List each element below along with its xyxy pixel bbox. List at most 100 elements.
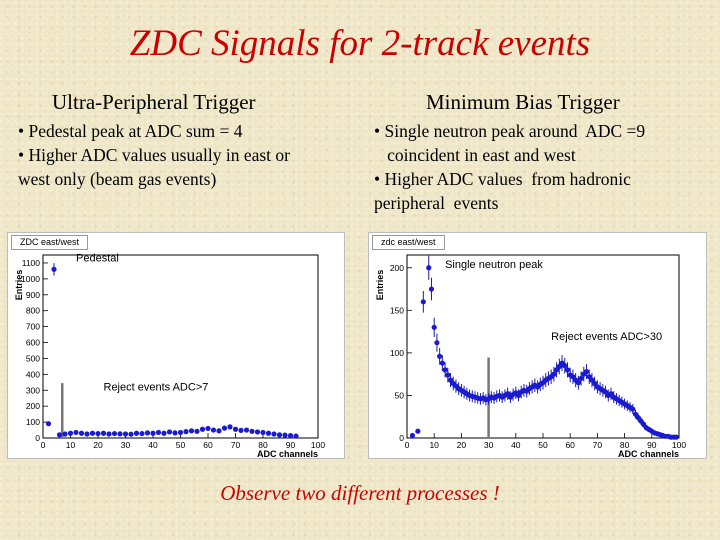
x-tick-label: 60: [203, 440, 213, 450]
x-tick-label: 20: [457, 440, 467, 450]
x-tick-label: 100: [311, 440, 325, 450]
x-tick-label: 10: [66, 440, 76, 450]
plot-frame: [42, 254, 319, 439]
right-bullet-line: • Single neutron peak around ADC =9: [374, 121, 646, 141]
right-column-heading: Minimum Bias Trigger: [426, 90, 620, 114]
data-point: [210, 427, 217, 433]
data-point: [205, 425, 211, 432]
data-point: [434, 340, 440, 346]
data-point: [100, 430, 107, 436]
data-point: [437, 353, 443, 359]
slide-footer: Observe two different processes !: [220, 481, 500, 505]
data-point: [67, 430, 74, 436]
x-axis-label: ADC channels: [618, 449, 679, 458]
x-tick-label: 0: [41, 440, 46, 450]
x-tick-label: 40: [511, 440, 521, 450]
data-point: [73, 429, 79, 436]
chart-annotation: Reject events ADC>30: [551, 331, 662, 343]
x-tick-label: 70: [231, 440, 241, 450]
right-bullet-line: peripheral events: [374, 193, 499, 213]
data-point: [254, 429, 261, 435]
y-tick-label: 300: [26, 385, 40, 395]
data-point: [282, 432, 288, 438]
data-point: [139, 430, 145, 437]
data-point: [216, 428, 222, 434]
data-point: [431, 324, 437, 330]
x-tick-label: 30: [121, 440, 131, 450]
data-point: [673, 434, 679, 440]
y-axis-label: Entries: [14, 270, 24, 301]
y-tick-label: 100: [26, 417, 40, 427]
data-point: [271, 431, 277, 437]
data-point: [62, 431, 68, 437]
y-tick-label: 200: [390, 263, 404, 273]
data-point: [133, 430, 140, 436]
data-point: [172, 430, 178, 436]
data-point: [243, 427, 250, 433]
y-tick-label: 150: [390, 305, 404, 315]
data-point: [221, 425, 228, 431]
data-point: [583, 369, 590, 375]
y-tick-label: 0: [35, 433, 40, 443]
data-point: [562, 363, 568, 369]
data-point: [232, 426, 239, 432]
data-point: [122, 431, 129, 437]
upc-histogram-title: ZDC east/west: [11, 235, 89, 250]
data-point: [287, 433, 294, 439]
data-point: [564, 367, 571, 373]
data-point: [426, 265, 432, 271]
x-tick-label: 0: [405, 440, 410, 450]
data-point: [428, 286, 435, 292]
y-tick-label: 200: [26, 401, 40, 411]
x-axis-label: ADC channels: [257, 449, 318, 458]
x-tick-label: 80: [258, 440, 268, 450]
minbias-histogram-panel: 0 50 100 150 200 0 10 20 30 40 50 60 70 80 90 100 ADC ch…: [368, 232, 707, 459]
data-point: [630, 406, 636, 412]
x-tick-label: 100: [672, 440, 686, 450]
right-bullet-line: • Higher ADC values from hadronic: [374, 169, 631, 189]
y-tick-label: 0: [399, 433, 404, 443]
y-tick-label: 50: [395, 390, 405, 400]
data-point: [51, 266, 57, 272]
right-bullet-line: coincident in east and west: [374, 145, 576, 165]
y-tick-label: 500: [26, 353, 40, 363]
data-point: [194, 428, 200, 434]
x-tick-label: 10: [429, 440, 439, 450]
data-point: [551, 371, 557, 377]
x-tick-label: 30: [484, 440, 494, 450]
data-point: [578, 375, 584, 382]
y-tick-label: 1000: [21, 274, 40, 284]
data-point: [260, 429, 266, 436]
data-point: [439, 360, 445, 366]
x-tick-label: 20: [93, 440, 103, 450]
x-tick-label: 70: [593, 440, 603, 450]
plot-frame: [406, 254, 680, 439]
y-tick-label: 400: [26, 369, 40, 379]
data-point: [128, 431, 134, 437]
y-tick-label: 900: [26, 290, 40, 300]
x-tick-label: 50: [176, 440, 186, 450]
left-bullet-line: west only (beam gas events): [18, 169, 217, 189]
data-point: [293, 433, 299, 439]
y-tick-label: 700: [26, 322, 40, 332]
chart-annotation: Reject events ADC>7: [104, 381, 209, 393]
y-axis-label: Entries: [375, 270, 385, 301]
upc-histogram-panel: 0 100 200 300 400 500 600 700 800 900 1000 1100 0 10 2…: [7, 232, 345, 459]
data-point: [106, 431, 112, 437]
data-point: [144, 430, 151, 436]
data-point: [249, 428, 255, 434]
y-tick-label: 800: [26, 306, 40, 316]
data-point: [276, 432, 283, 438]
y-tick-label: 100: [390, 348, 404, 358]
data-point: [84, 431, 90, 437]
data-point: [188, 428, 195, 434]
left-bullet-list: • Pedestal peak at ADC sum = 4 • Higher …: [18, 119, 290, 191]
data-point: [409, 432, 416, 439]
chart-annotation: Single neutron peak: [445, 259, 543, 271]
y-tick-label: 600: [26, 338, 40, 348]
data-point: [420, 299, 426, 305]
left-bullet-line: • Pedestal peak at ADC sum = 4: [18, 121, 243, 141]
slide-title: ZDC Signals for 2-track events: [129, 23, 591, 64]
x-tick-label: 90: [286, 440, 296, 450]
